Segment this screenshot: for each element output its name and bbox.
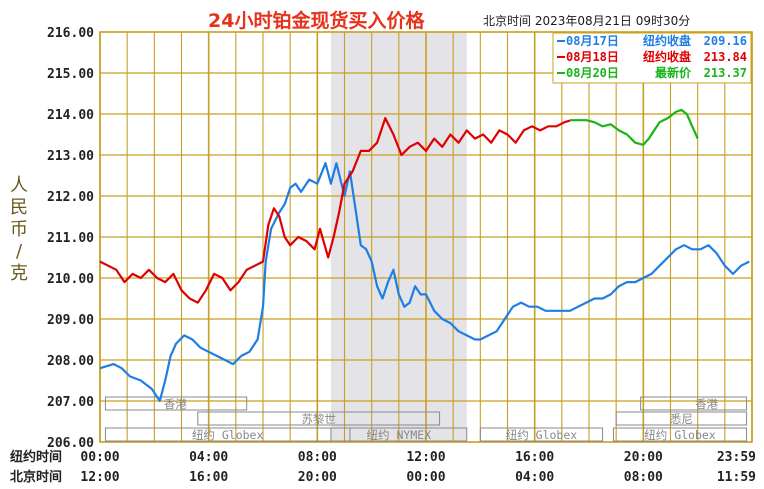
y-tick-label: 206.00 bbox=[47, 436, 94, 451]
series-line-1 bbox=[99, 162, 750, 403]
legend-value: 213.84 bbox=[704, 50, 747, 64]
session-label: 纽约 Globex bbox=[192, 428, 264, 442]
legend-date: 08月18日 bbox=[566, 50, 619, 64]
session-label: 香港 bbox=[695, 397, 718, 411]
x-tick-label-bottom: 11:59 bbox=[717, 470, 756, 485]
session-label: 香港 bbox=[164, 397, 187, 411]
x-tick-label-top: 16:00 bbox=[515, 450, 554, 465]
y-tick-label: 212.00 bbox=[47, 190, 94, 205]
y-tick-label: 215.00 bbox=[47, 67, 94, 82]
session-box bbox=[330, 427, 468, 442]
session-box bbox=[612, 427, 748, 442]
session-box bbox=[640, 396, 748, 411]
y-axis-label-char: 币 bbox=[10, 219, 28, 240]
series-line-3 bbox=[570, 108, 699, 146]
legend-date: 08月20日 bbox=[566, 66, 619, 80]
x-axis-bottom-label: 北京时间 bbox=[10, 469, 62, 485]
plot-border bbox=[99, 31, 753, 443]
x-tick-label-bottom: 16:00 bbox=[189, 470, 228, 485]
y-tick-label: 208.00 bbox=[47, 354, 94, 369]
y-axis-label-char: 人 bbox=[10, 175, 28, 196]
y-axis-label-char: / bbox=[15, 241, 23, 262]
x-tick-label-top: 12:00 bbox=[406, 450, 445, 465]
chart-title: 24小时铂金现货买入价格 bbox=[208, 10, 425, 32]
session-box bbox=[615, 411, 748, 426]
x-tick-label-top: 23:59 bbox=[717, 450, 756, 465]
legend-value: 213.37 bbox=[704, 66, 747, 80]
timestamp: 北京时间 2023年08月21日 09时30分 bbox=[483, 14, 691, 28]
y-tick-label: 209.00 bbox=[47, 313, 94, 328]
session-label: 纽约 NYMEX bbox=[367, 428, 432, 442]
y-tick-label: 211.00 bbox=[47, 231, 94, 246]
session-label: 纽约 Globex bbox=[506, 428, 578, 442]
y-axis-label-char: 克 bbox=[10, 263, 28, 284]
session-box bbox=[197, 411, 441, 426]
x-tick-label-bottom: 12:00 bbox=[80, 470, 119, 485]
session-box bbox=[104, 396, 248, 411]
legend-box bbox=[552, 32, 752, 84]
x-tick-label-bottom: 04:00 bbox=[515, 470, 554, 485]
legend-label: 纽约收盘 bbox=[643, 33, 691, 48]
legend-label: 纽约收盘 bbox=[643, 49, 691, 64]
session-label: 苏黎世 bbox=[301, 412, 336, 426]
y-axis-label: 人民币 / 克 bbox=[8, 175, 30, 285]
y-tick-label: 210.00 bbox=[47, 272, 94, 287]
series-line-2 bbox=[99, 117, 571, 304]
session-box bbox=[479, 427, 604, 442]
y-tick-label: 207.00 bbox=[47, 395, 94, 410]
x-axis-top-label: 纽约时间 bbox=[10, 449, 62, 465]
legend-value: 209.16 bbox=[704, 34, 747, 48]
x-tick-label-top: 08:00 bbox=[298, 450, 337, 465]
x-tick-label-bottom: 08:00 bbox=[624, 470, 663, 485]
y-tick-label: 213.00 bbox=[47, 149, 94, 164]
x-tick-label-bottom: 20:00 bbox=[298, 470, 337, 485]
x-tick-label-top: 04:00 bbox=[189, 450, 228, 465]
x-tick-label-top: 00:00 bbox=[80, 450, 119, 465]
session-box bbox=[104, 427, 351, 442]
y-tick-label: 216.00 bbox=[47, 26, 94, 41]
session-label: 纽约 Globex bbox=[644, 428, 716, 442]
y-axis-label-char: 民 bbox=[10, 197, 28, 218]
legend-label: 最新价 bbox=[655, 65, 692, 80]
y-tick-label: 214.00 bbox=[47, 108, 94, 123]
x-tick-label-bottom: 00:00 bbox=[406, 470, 445, 485]
legend-date: 08月17日 bbox=[566, 34, 619, 48]
x-tick-label-top: 20:00 bbox=[624, 450, 663, 465]
session-label: 悉尼 bbox=[670, 412, 693, 426]
